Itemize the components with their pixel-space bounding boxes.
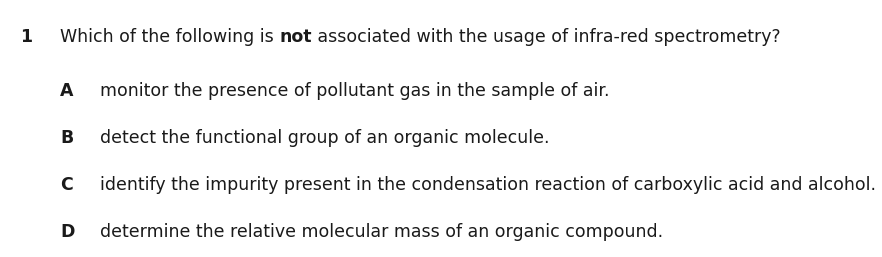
Text: associated with the usage of infra-red spectrometry?: associated with the usage of infra-red s… <box>311 28 781 46</box>
Text: not: not <box>280 28 311 46</box>
Text: 1: 1 <box>20 28 32 46</box>
Text: A: A <box>60 82 73 100</box>
Text: C: C <box>60 176 72 194</box>
Text: detect the functional group of an organic molecule.: detect the functional group of an organi… <box>100 129 549 147</box>
Text: determine the relative molecular mass of an organic compound.: determine the relative molecular mass of… <box>100 223 663 241</box>
Text: Which of the following is: Which of the following is <box>60 28 280 46</box>
Text: B: B <box>60 129 73 147</box>
Text: monitor the presence of pollutant gas in the sample of air.: monitor the presence of pollutant gas in… <box>100 82 609 100</box>
Text: identify the impurity present in the condensation reaction of carboxylic acid an: identify the impurity present in the con… <box>100 176 876 194</box>
Text: D: D <box>60 223 74 241</box>
